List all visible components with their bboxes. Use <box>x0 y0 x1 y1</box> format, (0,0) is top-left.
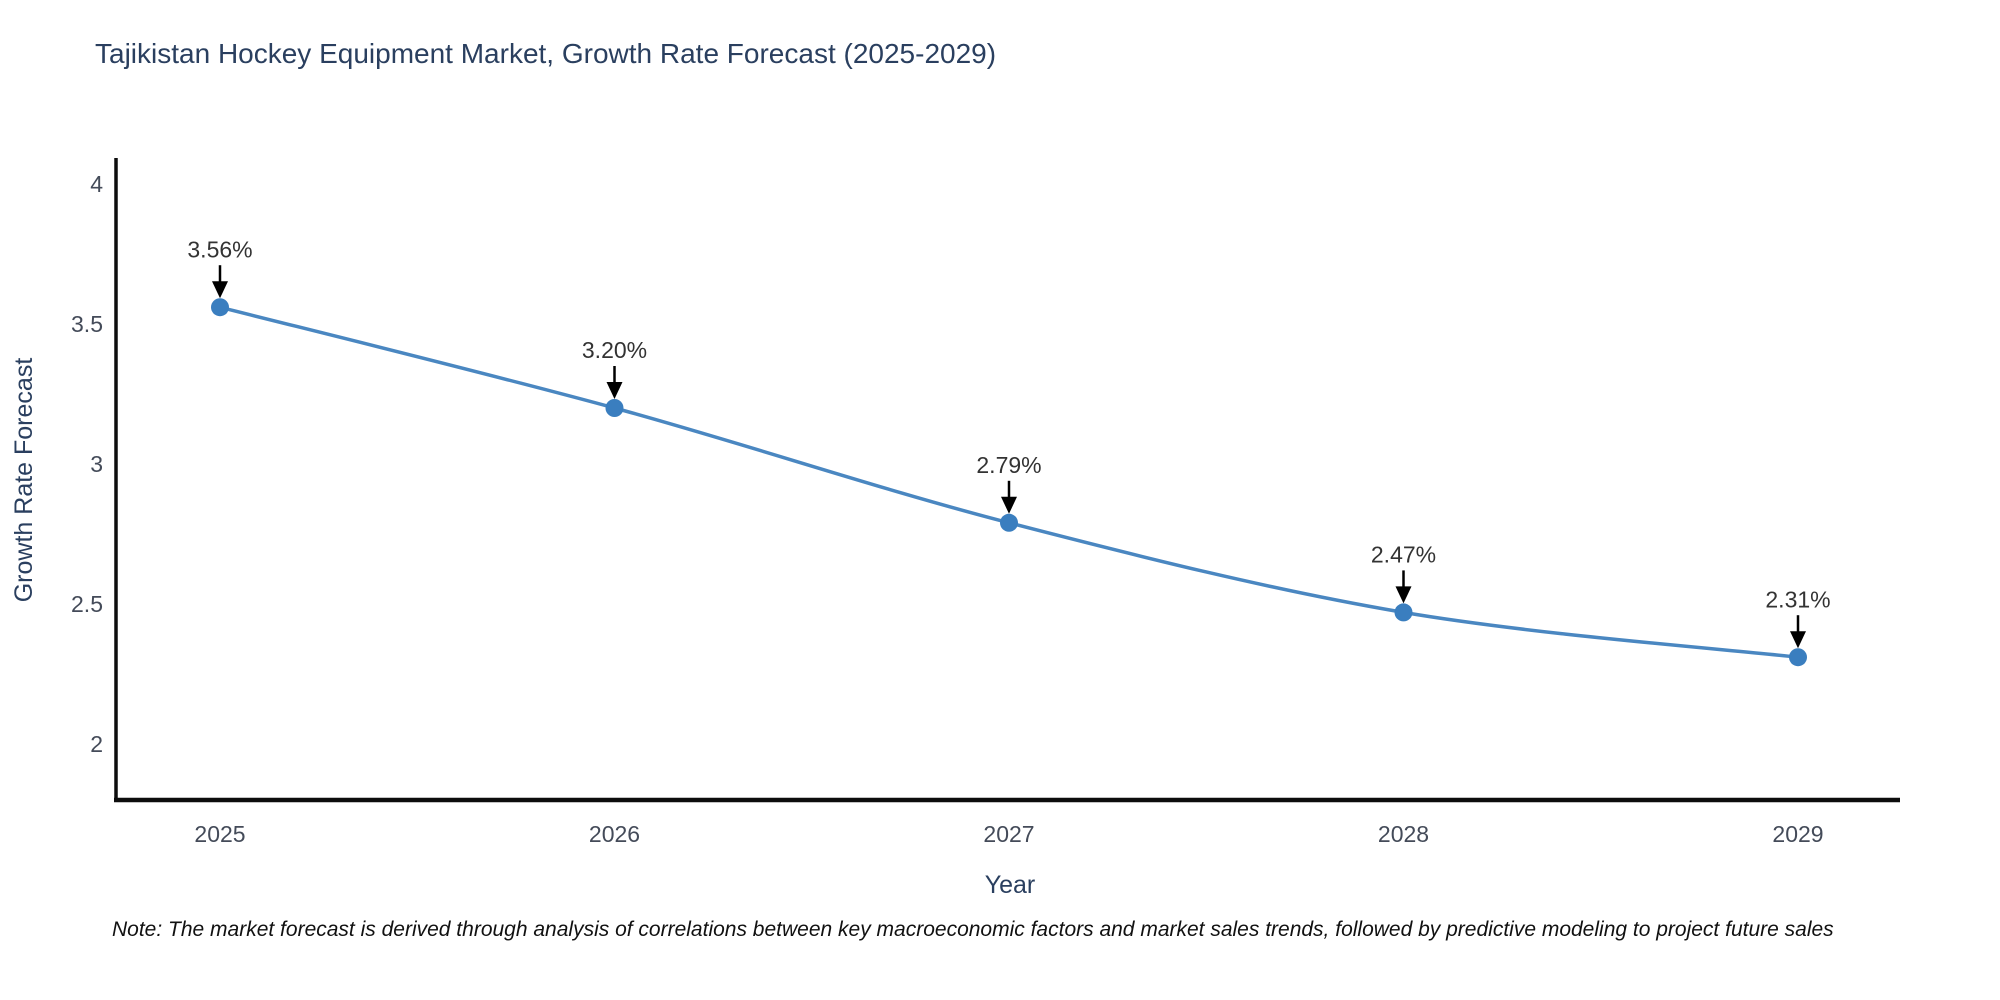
x-tick-label: 2026 <box>589 821 640 847</box>
y-tick-label: 3.5 <box>71 311 103 337</box>
chart-title: Tajikistan Hockey Equipment Market, Grow… <box>95 38 997 69</box>
y-tick-label: 2.5 <box>71 591 103 617</box>
x-tick-label: 2025 <box>194 821 245 847</box>
point-value-label: 2.47% <box>1371 541 1436 567</box>
data-point-marker[interactable] <box>605 399 624 417</box>
point-annotations: 3.56% 3.20% 2.79% 2.47% 2.31% <box>187 236 1831 649</box>
data-point-marker[interactable] <box>1000 513 1018 532</box>
y-tick-label: 3 <box>90 451 103 477</box>
line-series <box>211 298 1807 667</box>
data-point-marker[interactable] <box>1789 648 1807 667</box>
x-axis-ticks: 2025 2026 2027 2028 2029 <box>194 821 1823 847</box>
y-tick-label: 2 <box>90 731 103 757</box>
x-tick-label: 2029 <box>1772 821 1823 847</box>
annotation-arrowhead-icon <box>1395 586 1412 604</box>
annotation-arrowhead-icon <box>212 281 228 299</box>
annotation-arrowhead-icon <box>1790 631 1806 649</box>
annotation-arrowhead-icon <box>1001 496 1017 514</box>
point-value-label: 2.79% <box>976 452 1041 478</box>
x-axis-title: Year <box>985 871 1036 899</box>
point-value-label: 3.56% <box>187 236 252 262</box>
x-tick-label: 2028 <box>1378 821 1429 847</box>
point-value-label: 3.20% <box>582 337 647 363</box>
data-point-marker[interactable] <box>1394 603 1413 622</box>
point-value-label: 2.31% <box>1765 586 1830 612</box>
y-tick-label: 4 <box>90 171 103 197</box>
x-tick-label: 2027 <box>983 821 1034 847</box>
annotation-arrowhead-icon <box>606 382 623 399</box>
y-axis-ticks: 2 2.5 3 3.5 4 <box>71 171 103 757</box>
data-point-marker[interactable] <box>211 298 229 317</box>
y-axis-title: Growth Rate Forecast <box>10 358 38 603</box>
footnote: Note: The market forecast is derived thr… <box>112 918 1834 941</box>
